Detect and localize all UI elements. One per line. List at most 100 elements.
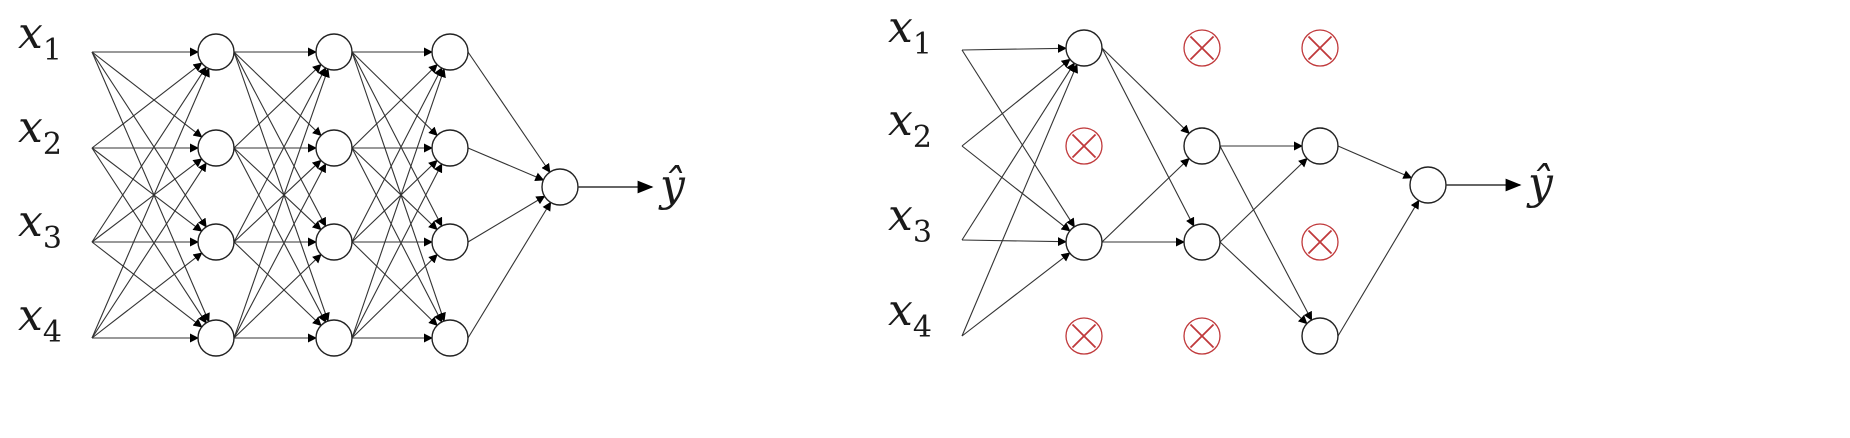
right-dropped-unit-l1-n4 [1065, 317, 1103, 355]
left-unit-l1-n1 [197, 33, 235, 71]
left-edge-input2-h1n1 [91, 62, 203, 149]
left-edge-h2n2-h3n1 [351, 63, 438, 149]
right-edge-input3-h1n1 [961, 62, 1075, 241]
right-edge-h2n3-h3n4 [1219, 241, 1308, 325]
left-edge-input4-h1n2 [91, 162, 207, 339]
left-unit-l3-n4 [431, 319, 469, 357]
right-unit-l2-n2 [1183, 127, 1221, 165]
right-edges [961, 43, 1420, 337]
left-edge-input3-h1n1 [91, 66, 207, 243]
left-edge-h1n1-h2n2 [233, 51, 322, 137]
right-edge-input2-h1n3 [961, 145, 1071, 232]
right-unit-l2-n3 [1183, 223, 1221, 261]
left-nodes [197, 33, 579, 357]
left-edge-input1-h1n3 [91, 51, 207, 228]
left-edge-h2n4-h3n1 [351, 68, 446, 339]
input-label-x4: x4 [18, 290, 62, 350]
right-edge-input1-h1n1 [961, 43, 1067, 53]
right-dropped-unit-l2-n1 [1183, 29, 1221, 67]
left-unit-l3-n3 [431, 223, 469, 261]
left-edge-input3-h1n4 [91, 241, 203, 328]
input-label-x3: x3 [888, 190, 932, 250]
left-edge-h2n1-h3n4 [351, 51, 446, 322]
left-edge-h3n2-out [467, 147, 545, 181]
left-edge-h2n3-h3n4 [351, 241, 438, 327]
right-edge-h1n1-h2n2 [1101, 47, 1190, 135]
cross-icon [1071, 133, 1097, 159]
cross-icon [1071, 323, 1097, 349]
right-unit-l1-n1 [1065, 29, 1103, 67]
input-label-x2: x2 [888, 95, 932, 155]
right-edge-h3n2-out [1337, 145, 1413, 179]
left-edge-input4-h1n1 [91, 67, 210, 339]
left-unit-l2-n2 [315, 129, 353, 167]
left-unit-l2-n3 [315, 223, 353, 261]
right-edge-input4-h1n1 [961, 63, 1078, 337]
right-input-labels: x1 x2 x3 x4 [888, 2, 932, 345]
left-edge-input1-h1n2 [91, 51, 203, 138]
left-edges [91, 47, 552, 343]
right-edge-h1n3-h2n2 [1101, 157, 1190, 243]
right-output-unit [1409, 166, 1447, 204]
right-edge-h2n2-h3n4 [1219, 145, 1313, 321]
left-edge-h1n1-h2n3 [233, 51, 327, 227]
cross-icon [1307, 229, 1333, 255]
right-edge-h2n3-h3n2 [1219, 157, 1308, 243]
left-edge-h1n4-h2n3 [233, 253, 322, 339]
right-edge-h3n4-out [1337, 199, 1420, 337]
right-dropped-unit-l1-n2 [1065, 127, 1103, 165]
left-edge-h3n3-out [467, 195, 546, 243]
left-edge-input1-h1n4 [91, 51, 210, 323]
left-edge-h2n2-h3n3 [351, 147, 438, 231]
left-edge-h2n3-h3n2 [351, 159, 438, 243]
cross-icon [1189, 323, 1215, 349]
input-label-x3: x3 [18, 196, 62, 256]
standard-network: x1 x2 x3 x4 ŷ [18, 8, 686, 357]
left-edge-h2n4-h3n2 [351, 163, 443, 339]
left-edge-h1n1-h2n4 [233, 51, 330, 322]
left-edge-h1n3-h2n4 [233, 241, 322, 327]
right-unit-l1-n3 [1065, 223, 1103, 261]
input-label-x4: x4 [888, 285, 932, 345]
right-unit-l3-n4 [1301, 317, 1339, 355]
left-edge-h1n2-h2n4 [233, 147, 327, 323]
left-edge-input2-h1n4 [91, 147, 207, 324]
left-edge-input4-h1n3 [91, 252, 203, 339]
left-edge-input3-h1n2 [91, 158, 203, 243]
left-input-labels: x1 x2 x3 x4 [18, 8, 62, 350]
left-edge-h2n3-h3n1 [351, 67, 443, 243]
cross-icon [1189, 35, 1215, 61]
left-edge-h2n1-h3n3 [351, 51, 443, 227]
dropout-network: x1 x2 x3 x4 ŷ [888, 2, 1554, 355]
left-edge-h1n3-h2n2 [233, 159, 322, 243]
right-dropped-unit-l3-n1 [1301, 29, 1339, 67]
right-dropped-unit-l2-n4 [1183, 317, 1221, 355]
left-unit-l2-n1 [315, 33, 353, 71]
left-unit-l1-n2 [197, 129, 235, 167]
left-edge-h1n3-h2n1 [233, 67, 327, 243]
right-nodes [1065, 29, 1447, 355]
left-edge-h2n4-h3n3 [351, 253, 438, 339]
right-edge-h1n1-h2n3 [1101, 47, 1195, 227]
left-output-unit [541, 168, 579, 206]
left-unit-l1-n3 [197, 223, 235, 261]
left-unit-l3-n2 [431, 129, 469, 167]
left-edge-h3n1-out [467, 51, 551, 173]
output-label-y-hat: ŷ [658, 160, 686, 211]
cross-icon [1307, 35, 1333, 61]
left-edge-h2n1-h3n2 [351, 51, 438, 137]
right-edge-input2-h1n1 [961, 58, 1071, 147]
left-edge-h1n4-h2n2 [233, 163, 327, 339]
right-dropped-unit-l3-n3 [1301, 223, 1339, 261]
left-unit-l3-n1 [431, 33, 469, 71]
left-edge-h2n2-h3n4 [351, 147, 443, 323]
right-edge-input4-h1n3 [961, 252, 1071, 337]
left-unit-l1-n4 [197, 319, 235, 357]
left-edge-input2-h1n3 [91, 147, 203, 232]
left-edge-h1n4-h2n1 [233, 68, 330, 339]
left-edge-h1n2-h2n1 [233, 63, 322, 149]
input-label-x2: x2 [18, 102, 62, 162]
left-unit-l2-n4 [315, 319, 353, 357]
input-label-x1: x1 [18, 8, 62, 68]
